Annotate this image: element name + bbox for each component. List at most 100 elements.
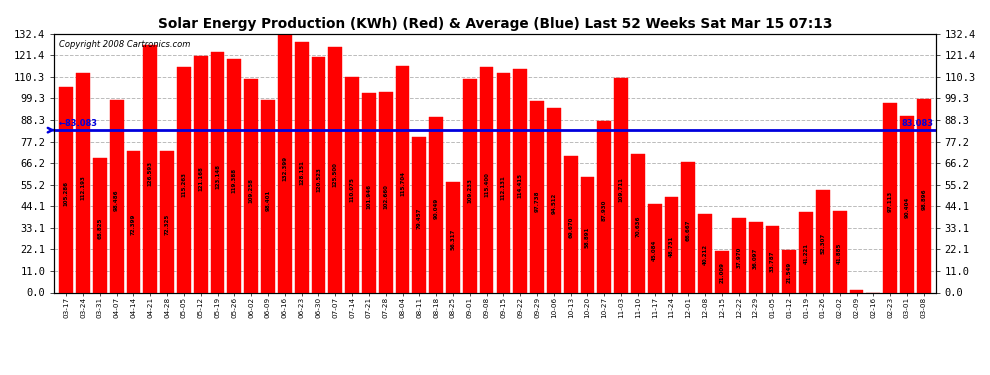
Text: 120.523: 120.523 <box>316 167 321 192</box>
Text: 40.212: 40.212 <box>703 244 708 265</box>
Title: Solar Energy Production (KWh) (Red) & Average (Blue) Last 52 Weeks Sat Mar 15 07: Solar Energy Production (KWh) (Red) & Av… <box>157 17 833 31</box>
Text: 101.946: 101.946 <box>366 184 371 209</box>
Bar <box>765 226 779 292</box>
Bar <box>329 47 343 292</box>
Text: Copyright 2008 Cartronics.com: Copyright 2008 Cartronics.com <box>58 40 190 49</box>
Bar <box>546 108 560 292</box>
Bar <box>883 103 897 292</box>
Bar <box>228 59 242 292</box>
Text: 48.731: 48.731 <box>669 236 674 258</box>
Text: 109.711: 109.711 <box>619 177 624 202</box>
Text: 115.263: 115.263 <box>181 172 186 197</box>
Text: 56.317: 56.317 <box>450 229 455 251</box>
Bar <box>430 117 444 292</box>
Bar <box>580 177 594 292</box>
Bar <box>597 121 611 292</box>
Text: 45.084: 45.084 <box>652 240 657 261</box>
Bar <box>900 116 914 292</box>
Text: 90.049: 90.049 <box>434 197 439 219</box>
Bar <box>715 252 729 292</box>
Bar <box>446 183 460 292</box>
Bar <box>362 93 376 292</box>
Bar <box>76 73 90 292</box>
Bar <box>312 57 326 292</box>
Text: 66.667: 66.667 <box>686 219 691 241</box>
Bar <box>917 99 931 292</box>
Bar <box>110 100 124 292</box>
Bar <box>698 214 712 292</box>
Text: ←83.083: ←83.083 <box>58 119 98 128</box>
Text: 98.401: 98.401 <box>265 190 270 211</box>
Bar <box>379 92 393 292</box>
Text: 72.325: 72.325 <box>164 214 169 235</box>
Text: 105.286: 105.286 <box>63 181 68 206</box>
Text: 102.660: 102.660 <box>383 184 388 209</box>
Text: 123.148: 123.148 <box>215 165 220 189</box>
Text: 21.009: 21.009 <box>720 262 725 283</box>
Bar <box>413 137 427 292</box>
Bar <box>514 69 527 292</box>
Text: 83.083: 83.083 <box>902 119 934 128</box>
Bar <box>816 190 830 292</box>
Bar <box>463 79 476 292</box>
Text: 109.233: 109.233 <box>467 177 472 203</box>
Bar <box>127 151 141 292</box>
Bar <box>664 197 678 292</box>
Text: 126.593: 126.593 <box>148 161 152 186</box>
Text: 132.399: 132.399 <box>282 156 287 181</box>
Bar <box>278 34 292 292</box>
Bar <box>144 45 157 292</box>
Bar <box>497 74 510 292</box>
Text: 98.486: 98.486 <box>114 189 119 211</box>
Text: 109.258: 109.258 <box>248 177 253 203</box>
Bar <box>59 87 73 292</box>
Text: 33.787: 33.787 <box>770 250 775 272</box>
Bar <box>849 290 863 292</box>
Text: 72.399: 72.399 <box>131 214 136 235</box>
Bar <box>782 251 796 292</box>
Bar <box>833 211 846 292</box>
Bar <box>194 56 208 292</box>
Text: 112.131: 112.131 <box>501 175 506 200</box>
Text: 69.670: 69.670 <box>568 216 573 238</box>
Text: 21.549: 21.549 <box>787 262 792 283</box>
Text: 98.896: 98.896 <box>922 189 927 210</box>
Text: 52.307: 52.307 <box>821 233 826 254</box>
Bar <box>748 222 762 292</box>
Bar <box>799 212 813 292</box>
Text: 79.457: 79.457 <box>417 207 422 229</box>
Bar <box>245 79 258 292</box>
Text: 37.970: 37.970 <box>737 246 742 268</box>
Bar <box>177 67 191 292</box>
Text: 115.400: 115.400 <box>484 172 489 196</box>
Bar <box>295 42 309 292</box>
Bar <box>480 67 493 292</box>
Text: 41.885: 41.885 <box>838 243 842 264</box>
Bar <box>614 78 628 292</box>
Bar <box>160 151 174 292</box>
Bar <box>396 66 410 292</box>
Text: 58.891: 58.891 <box>585 226 590 248</box>
Bar <box>732 218 745 292</box>
Bar <box>530 102 544 292</box>
Bar <box>563 156 577 292</box>
Text: 68.825: 68.825 <box>97 217 102 238</box>
Bar <box>647 204 661 292</box>
Text: 114.415: 114.415 <box>518 172 523 198</box>
Text: 119.388: 119.388 <box>232 168 237 193</box>
Bar <box>631 154 644 292</box>
Text: 115.704: 115.704 <box>400 171 405 196</box>
Text: 94.512: 94.512 <box>551 193 556 214</box>
Text: 41.221: 41.221 <box>804 243 809 264</box>
Bar <box>261 100 275 292</box>
Text: 70.636: 70.636 <box>636 216 641 237</box>
Text: 90.404: 90.404 <box>905 197 910 218</box>
Bar <box>346 77 359 292</box>
Text: 36.097: 36.097 <box>753 248 758 269</box>
Text: 97.113: 97.113 <box>888 191 893 212</box>
Text: 110.075: 110.075 <box>349 177 354 202</box>
Text: 112.193: 112.193 <box>80 175 85 200</box>
Text: 121.168: 121.168 <box>198 166 203 191</box>
Text: 125.500: 125.500 <box>333 162 338 187</box>
Bar <box>681 162 695 292</box>
